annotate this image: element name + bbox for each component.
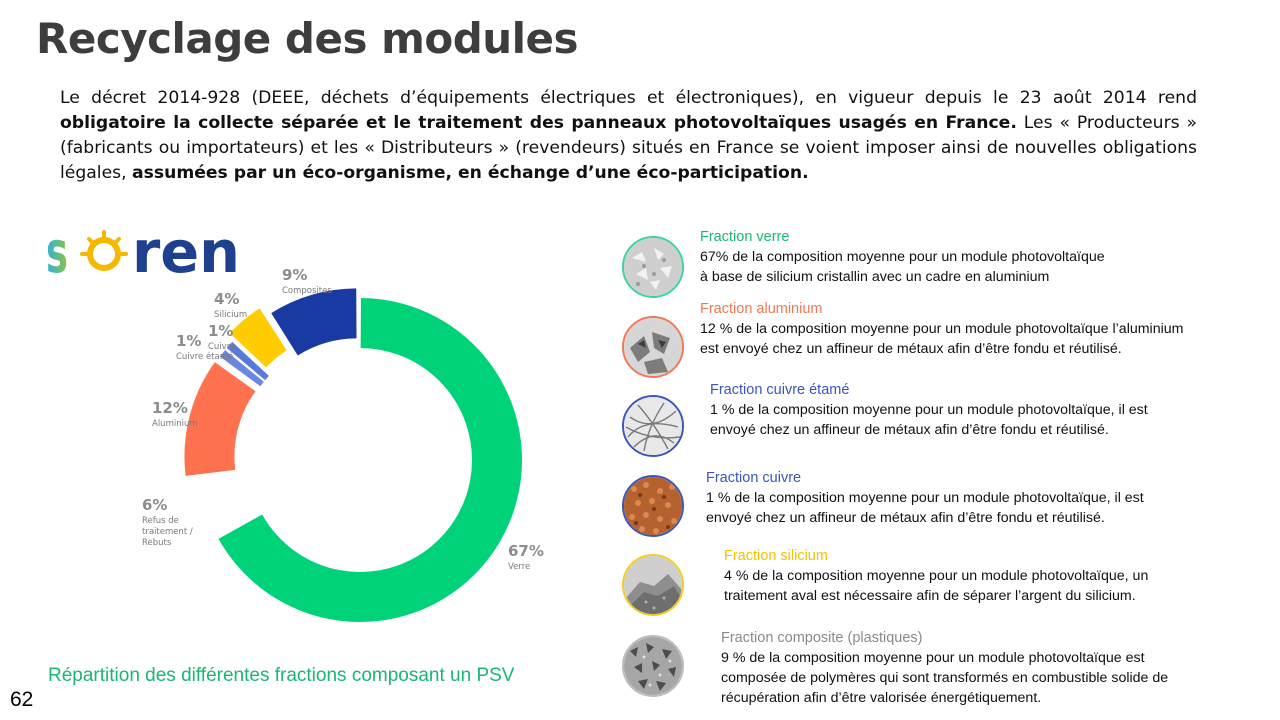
fraction-desc-line: récupération afin d’être valorisée énerg…: [721, 690, 1042, 706]
category-label: Refus de: [142, 516, 179, 526]
fraction-desc-line: 67% de la composition moyenne pour un mo…: [700, 249, 1105, 265]
copper-granules-image: [622, 475, 684, 537]
category-label: Silicium: [214, 310, 247, 320]
intro-text-1: Le décret 2014-928 (DEEE, déchets d’équi…: [60, 88, 1197, 108]
silicon-powder-image: [622, 554, 684, 616]
fraction-desc-line: envoyé chez un affineur de métaux afin d…: [710, 422, 1109, 438]
category-label: Rebuts: [142, 538, 172, 548]
intro-bold-1: obligatoire la collecte séparée et le tr…: [60, 113, 1017, 133]
fraction-desc-line: 9 % de la composition moyenne pour un mo…: [721, 650, 1145, 666]
fraction-desc-line: traitement aval est nécessaire afin de s…: [724, 588, 1136, 604]
category-label: Composites: [282, 286, 332, 296]
percent-label: 12%: [152, 399, 188, 417]
fraction-desc-line: à base de silicium cristallin avec un ca…: [700, 269, 1050, 285]
fraction-title: Fraction aluminium: [700, 301, 823, 317]
slice-refus-de-traitement-rebuts: [199, 474, 262, 538]
fraction-desc-line: 1 % de la composition moyenne pour un mo…: [706, 490, 1144, 506]
percent-label: 4%: [214, 290, 239, 308]
fraction-item-composite: Fraction composite (plastiques) 9 % de l…: [622, 630, 1272, 706]
svg-text:s: s: [46, 222, 68, 278]
fraction-desc-line: composée de polymères qui sont transform…: [721, 670, 1169, 686]
fraction-item-silicium: Fraction silicium 4 % de la composition …: [622, 548, 1272, 621]
page-number: 62: [10, 688, 34, 711]
soren-logo: s ren soren: [46, 222, 240, 278]
category-label: Aluminium: [152, 419, 198, 429]
percent-label: 67%: [508, 542, 544, 560]
percent-label: 9%: [282, 266, 307, 284]
aluminium-scrap-image: [622, 316, 684, 378]
slice-verre: [218, 298, 522, 622]
fraction-desc-line: 1 % de la composition moyenne pour un mo…: [710, 402, 1148, 418]
slice-aluminium: [184, 362, 256, 476]
fraction-desc-line: est envoyé chez un affineur de métaux af…: [700, 341, 1122, 357]
category-label: traitement /: [142, 527, 193, 537]
composite-shreds-image: [622, 635, 684, 697]
category-label: Cuivre: [208, 342, 235, 352]
fraction-title: Fraction composite (plastiques): [721, 630, 923, 646]
intro-bold-2: assumées par un éco-organisme, en échang…: [132, 163, 809, 183]
slice-cuivre-étamé: [220, 350, 264, 387]
fraction-desc-line: 12 % de la composition moyenne pour un m…: [700, 321, 1184, 337]
glass-fragments-image: [622, 236, 684, 298]
fraction-item-verre: Fraction verre 67% de la composition moy…: [622, 229, 1272, 302]
fraction-title: Fraction verre: [700, 229, 790, 245]
page-title: Recyclage des modules: [36, 14, 579, 63]
category-label: Verre: [508, 562, 530, 572]
slice-cuivre: [226, 341, 269, 381]
slice-silicium: [229, 308, 287, 368]
svg-text:ren: ren: [132, 222, 240, 278]
fraction-desc-line: 4 % de la composition moyenne pour un mo…: [724, 568, 1149, 584]
tinned-copper-image: [622, 395, 684, 457]
chart-caption: Répartition des différentes fractions co…: [48, 665, 515, 686]
fraction-item-cuivre: Fraction cuivre 1 % de la composition mo…: [622, 470, 1272, 543]
fraction-title: Fraction cuivre: [706, 470, 802, 486]
intro-paragraph: Le décret 2014-928 (DEEE, déchets d’équi…: [60, 86, 1197, 186]
fraction-item-cuivre-etame: Fraction cuivre étamé 1 % de la composit…: [622, 382, 1272, 457]
fraction-desc-line: envoyé chez un affineur de métaux afin d…: [706, 510, 1105, 526]
fraction-title: Fraction silicium: [724, 548, 828, 564]
category-label: Cuivre étamé: [176, 351, 233, 362]
percent-label: 1%: [176, 332, 201, 350]
percent-label: 6%: [142, 496, 167, 514]
fraction-item-aluminium: Fraction aluminium 12 % de la compositio…: [622, 301, 1272, 378]
sun-icon: [80, 230, 128, 271]
intro-text-2: Les « Producteurs » (fabricants ou impor…: [60, 113, 1198, 183]
fraction-title: Fraction cuivre étamé: [710, 382, 850, 398]
percent-label: 1%: [208, 322, 233, 340]
slice-composites: [271, 288, 357, 356]
